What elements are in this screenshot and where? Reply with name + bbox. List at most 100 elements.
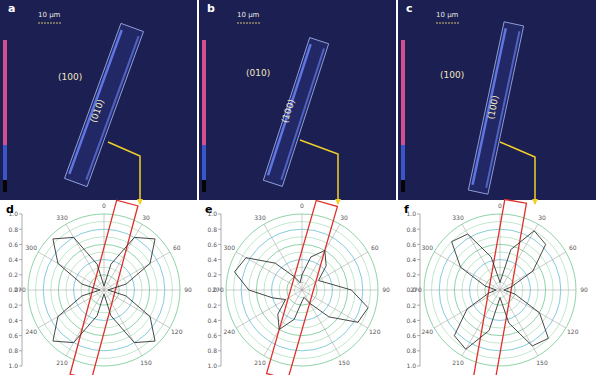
tick [19,305,22,306]
tick [417,335,420,336]
spoke [462,290,500,356]
spoke [66,224,104,290]
tick [218,214,221,215]
tick-label: 1.0 [207,210,217,217]
crystal-outline [263,38,328,187]
color-bar [401,40,405,145]
crystal [468,22,523,194]
angle-label: 120 [171,328,183,335]
figure: a10 μm(100)(010)b10 μm(010)(100)c10 μm(1… [0,0,596,375]
tick-label: 0.8 [207,347,217,354]
angle-label: 210 [254,359,266,366]
tick-label: 0.6 [8,241,18,248]
spoke [500,224,538,290]
arrow [500,142,535,204]
spoke [104,214,105,290]
color-bar [3,40,7,145]
tick [19,350,22,351]
crystal-outline [468,22,523,194]
scale-bar-label: 10 μm [436,11,459,19]
tick [19,320,22,321]
scale-bar-label: 10 μm [237,11,260,19]
tick [218,366,221,367]
tick [417,259,420,260]
tick-label: 0.6 [8,332,18,339]
scale-bar [237,22,261,23]
crystal-outline [65,23,144,186]
tick [19,214,22,215]
tick-label: 1.0 [207,362,217,369]
spoke [264,290,302,356]
facet-label: (100) [58,72,82,82]
color-bar [202,180,206,192]
angle-label: 0 [300,202,304,209]
angle-label: 150 [338,359,350,366]
angle-label: 300 [26,244,38,251]
micrograph [398,0,596,200]
polar-line [452,231,549,349]
color-bar [3,180,7,192]
image-panel: b10 μm(010)(100) [199,0,396,205]
arrow-head [532,199,538,205]
angle-label: 120 [567,328,579,335]
color-bar [401,145,405,180]
tick [218,305,221,306]
tick-label: 1.0 [8,210,18,217]
angle-label: 90 [184,286,192,293]
angle-label: 330 [254,214,266,221]
crystal-rect [474,199,527,375]
tick [417,214,420,215]
angle-label: 240 [224,328,236,335]
crystal-edge-glow [473,28,506,185]
tick-label: 0.8 [8,226,18,233]
tick-label: 0.8 [406,226,416,233]
data-group [53,237,155,342]
spoke [236,290,302,328]
angle-label: 0 [498,202,502,209]
angle-label: 240 [26,328,38,335]
grid-ring [424,214,576,366]
tick [417,350,420,351]
tick-label: 1.0 [406,210,416,217]
angle-label: 60 [173,244,181,251]
crystal-edge-glow [486,31,519,188]
angle-label: 0 [102,202,106,209]
tick-label: 0.6 [406,332,416,339]
tick [19,259,22,260]
facet-label: (100) [280,98,297,124]
angle-label: 210 [56,359,68,366]
tick [218,274,221,275]
tick-label: 0.8 [8,347,18,354]
tick [218,335,221,336]
angle-label: 150 [536,359,548,366]
tick [417,274,420,275]
image-panel: a10 μm(100)(010) [0,0,197,205]
angle-label: 270 [14,286,26,293]
tick [19,274,22,275]
angle-label: 30 [142,214,150,221]
facet-label: (010) [246,68,270,78]
spoke [302,290,340,356]
tick-label: 0.4 [406,317,416,324]
tick-label: 0.6 [207,241,217,248]
image-panel: c10 μm(100)(100) [398,0,596,205]
arrow-head [137,199,143,205]
tick-label: 0.2 [8,302,18,309]
tick-label: 1.0 [406,362,416,369]
spoke [104,224,142,290]
angle-label: 60 [371,244,379,251]
tick-label: 0.8 [207,226,217,233]
angle-label: 90 [580,286,588,293]
angle-label: 240 [422,328,434,335]
tick [417,320,420,321]
tick-label: 0.4 [406,256,416,263]
spoke [66,290,104,356]
tick-label: 0.4 [207,256,217,263]
facet-label: (100) [440,70,464,80]
spoke [264,224,302,290]
tick-label: 1.0 [8,362,18,369]
crystal [65,23,144,186]
tick-label: 0.4 [8,256,18,263]
color-bar [202,145,206,180]
tick [218,244,221,245]
